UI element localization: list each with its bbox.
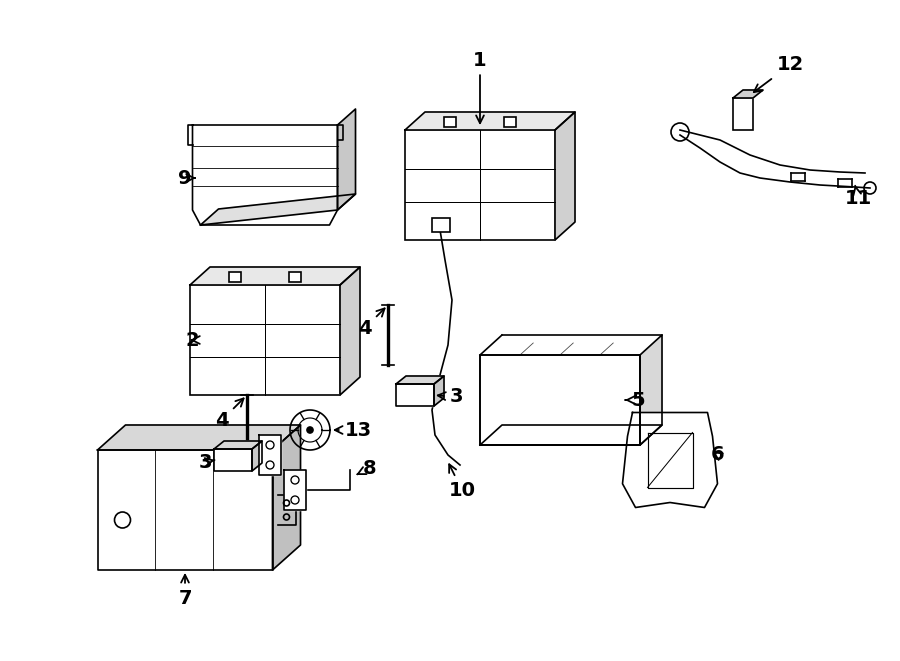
Bar xyxy=(289,272,301,282)
Polygon shape xyxy=(190,267,360,285)
Circle shape xyxy=(307,427,313,433)
Bar xyxy=(432,218,450,232)
Text: 10: 10 xyxy=(448,464,475,500)
Bar xyxy=(405,130,555,240)
Polygon shape xyxy=(214,449,252,471)
Polygon shape xyxy=(284,470,306,510)
Text: 4: 4 xyxy=(215,399,244,430)
Text: 3: 3 xyxy=(437,387,463,407)
Text: 8: 8 xyxy=(357,459,377,477)
Polygon shape xyxy=(405,112,575,130)
Polygon shape xyxy=(338,109,356,210)
Polygon shape xyxy=(340,267,360,395)
Polygon shape xyxy=(259,435,281,475)
Text: 12: 12 xyxy=(754,56,804,92)
Polygon shape xyxy=(623,412,717,508)
Text: 9: 9 xyxy=(178,169,194,188)
Text: 3: 3 xyxy=(198,453,214,471)
Text: 7: 7 xyxy=(178,575,192,607)
Polygon shape xyxy=(640,335,662,445)
Polygon shape xyxy=(555,112,575,240)
Polygon shape xyxy=(434,376,444,406)
Polygon shape xyxy=(396,376,444,384)
Bar xyxy=(190,285,340,395)
Polygon shape xyxy=(193,125,338,225)
Text: 11: 11 xyxy=(844,186,871,208)
Bar xyxy=(733,98,753,130)
Text: 4: 4 xyxy=(358,309,384,338)
Text: 1: 1 xyxy=(473,50,487,123)
Text: 6: 6 xyxy=(711,446,724,465)
Polygon shape xyxy=(273,425,301,570)
Bar xyxy=(229,272,241,282)
Polygon shape xyxy=(252,441,262,471)
Polygon shape xyxy=(480,355,640,445)
Text: 13: 13 xyxy=(335,420,372,440)
Polygon shape xyxy=(214,441,262,449)
Bar xyxy=(504,117,516,127)
Polygon shape xyxy=(733,90,763,98)
Polygon shape xyxy=(201,194,356,225)
Polygon shape xyxy=(480,425,662,445)
Polygon shape xyxy=(97,450,273,570)
Polygon shape xyxy=(97,425,301,450)
Polygon shape xyxy=(396,384,434,406)
Text: 2: 2 xyxy=(185,330,200,350)
Bar xyxy=(444,117,456,127)
Text: 5: 5 xyxy=(626,391,644,410)
